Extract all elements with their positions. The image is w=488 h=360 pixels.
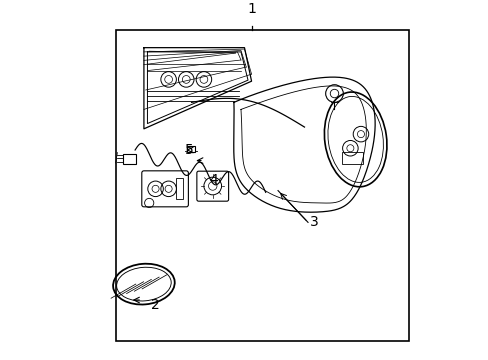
Text: 5: 5 (184, 143, 193, 157)
Bar (341, 152, 362, 164)
Text: 2: 2 (151, 298, 160, 312)
Text: 1: 1 (246, 2, 256, 16)
Bar (122, 154, 136, 164)
Bar (175, 178, 183, 199)
Text: 3: 3 (309, 215, 318, 229)
Bar (116, 30, 408, 341)
Bar (187, 146, 195, 153)
Text: 4: 4 (209, 173, 218, 187)
